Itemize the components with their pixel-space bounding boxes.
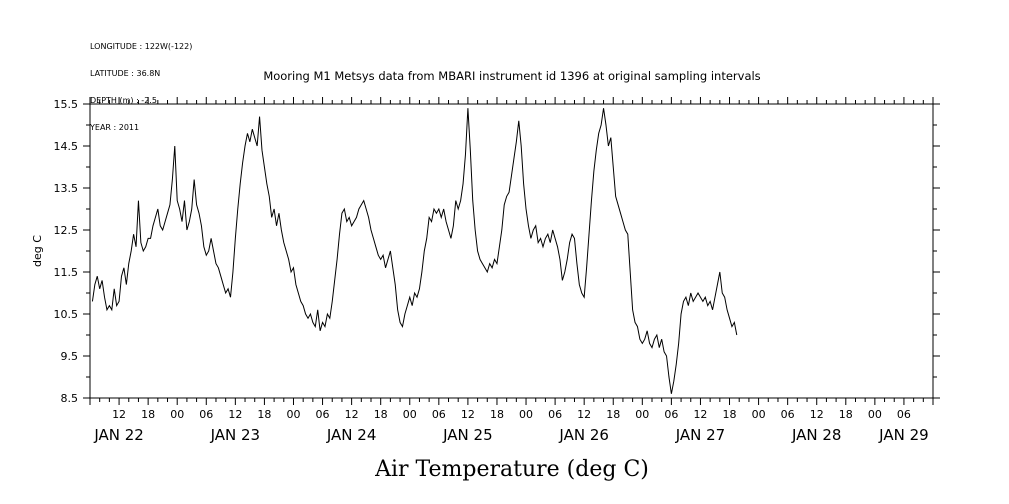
metadata-year: YEAR : 2011 [90, 123, 140, 132]
x-tick-label: 18 [723, 408, 737, 421]
x-tick-label: 00 [403, 408, 417, 421]
x-tick-label: 12 [112, 408, 126, 421]
y-axis-label: deg C [31, 235, 44, 267]
x-tick-label: 06 [548, 408, 562, 421]
x-day-label: JAN 27 [675, 426, 726, 444]
x-tick-label: 18 [490, 408, 504, 421]
x-tick-label: 12 [577, 408, 591, 421]
metadata-latitude: LATITUDE : 36.8N [90, 69, 161, 78]
metadata-block: LONGITUDE : 122W(-122) LATITUDE : 36.8N … [90, 24, 192, 141]
x-tick-label: 12 [345, 408, 359, 421]
x-day-label: JAN 29 [878, 426, 929, 444]
y-tick-label: 9.5 [61, 350, 79, 363]
x-tick-label: 00 [752, 408, 766, 421]
x-tick-label: 12 [693, 408, 707, 421]
x-day-label: JAN 25 [442, 426, 493, 444]
x-day-label: JAN 23 [210, 426, 261, 444]
y-tick-label: 12.5 [54, 224, 79, 237]
x-tick-label: 18 [141, 408, 155, 421]
x-tick-label: 00 [519, 408, 533, 421]
x-tick-label: 06 [664, 408, 678, 421]
metadata-depth: DEPTH (m) : -2.5 [90, 96, 157, 105]
x-tick-label: 00 [170, 408, 184, 421]
x-tick-label: 06 [432, 408, 446, 421]
x-tick-label: 06 [897, 408, 911, 421]
x-tick-label: 18 [839, 408, 853, 421]
y-tick-label: 15.5 [54, 98, 79, 111]
y-tick-label: 13.5 [54, 182, 79, 195]
x-axis-label: Air Temperature (deg C) [374, 457, 649, 482]
x-tick-label: 06 [199, 408, 213, 421]
plot-area [91, 108, 738, 394]
x-tick-label: 00 [868, 408, 882, 421]
x-day-label: JAN 26 [558, 426, 609, 444]
x-tick-label: 00 [635, 408, 649, 421]
x-tick-label: 12 [810, 408, 824, 421]
x-tick-label: 18 [606, 408, 620, 421]
y-tick-label: 11.5 [54, 266, 79, 279]
x-day-label: JAN 28 [791, 426, 842, 444]
x-day-label: JAN 24 [326, 426, 377, 444]
series-line-0 [91, 108, 738, 394]
x-tick-label: 12 [461, 408, 475, 421]
metadata-longitude: LONGITUDE : 122W(-122) [90, 42, 193, 51]
x-tick-label: 18 [257, 408, 271, 421]
y-tick-label: 14.5 [54, 140, 79, 153]
axes-group: 15.5 14.5 13.5 12.5 11.5 10.5 9.5 8.5 12 18 00 06 12… [54, 97, 940, 444]
plot-frame [89, 103, 934, 399]
x-day-label: JAN 22 [93, 426, 144, 444]
chart-title: Mooring M1 Metsys data from MBARI instru… [263, 69, 760, 83]
x-tick-label: 18 [374, 408, 388, 421]
x-tick-label: 12 [228, 408, 242, 421]
y-tick-label: 10.5 [54, 308, 79, 321]
y-tick-label: 8.5 [61, 392, 79, 405]
x-tick-label: 06 [316, 408, 330, 421]
x-tick-label: 00 [286, 408, 300, 421]
x-tick-label: 06 [781, 408, 795, 421]
